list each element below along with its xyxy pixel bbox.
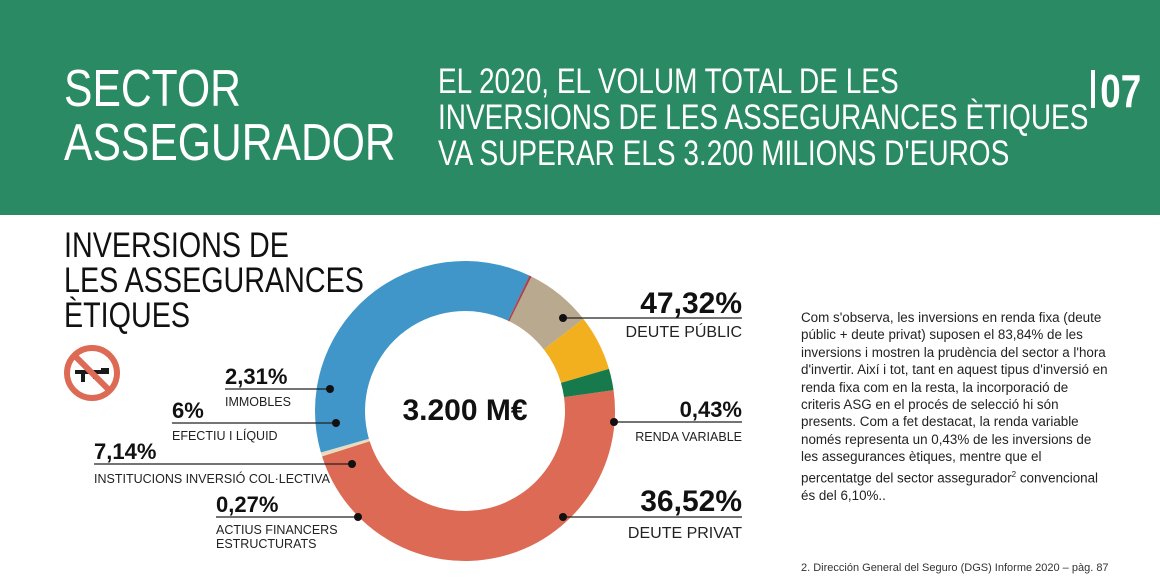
chart-title-line2: LES ASSEGURANCES: [64, 261, 364, 300]
headline: EL 2020, EL VOLUM TOTAL DE LES INVERSION…: [438, 64, 1088, 172]
headline-line3: VA SUPERAR ELS 3.200 MILIONS D'EUROS: [438, 134, 1010, 173]
category-label-4: INSTITUCIONS INVERSIÓ COL·LECTIVA: [94, 471, 331, 486]
value-label-1: 0,43%: [680, 397, 742, 422]
donut-slice-5: [543, 318, 609, 383]
section-title: SECTOR ASSEGURADOR: [64, 62, 396, 170]
headline-line2: INVERSIONS DE LES ASSEGURANCES ÈTIQUES: [438, 98, 1089, 137]
leader-dot-3: [354, 513, 362, 521]
donut-slice-0: [322, 390, 615, 561]
value-label-6: 2,31%: [225, 364, 287, 389]
value-label-4: 7,14%: [94, 439, 156, 464]
leader-dot-4: [348, 460, 356, 468]
header-banner: SECTOR ASSEGURADOR EL 2020, EL VOLUM TOT…: [0, 0, 1160, 215]
headline-line1: EL 2020, EL VOLUM TOTAL DE LES: [438, 62, 899, 101]
donut-slice-3: [507, 275, 532, 322]
value-label-3: 0,27%: [216, 492, 278, 517]
donut-slice-1: [320, 438, 370, 457]
category-label-6: IMMOBLES: [225, 395, 291, 409]
category-label-2: DEUTE PRIVAT: [628, 525, 742, 542]
page-number-value: 07: [1100, 65, 1142, 117]
value-label-0: 47,32%: [640, 287, 742, 320]
chart-title-line1: INVERSIONS DE: [64, 226, 289, 265]
donut-slice-2: [315, 261, 530, 453]
leader-dot-1: [610, 418, 618, 426]
chart-title-line3: ÈTIQUES: [64, 296, 190, 335]
section-title-line1: SECTOR: [64, 60, 241, 118]
donut-slice-4: [509, 276, 584, 350]
leader-dot-2: [559, 513, 567, 521]
category-label-3-line2: ESTRUCTURATS: [216, 537, 316, 551]
leader-dot-6: [326, 385, 334, 393]
leader-dot-5: [332, 419, 340, 427]
no-weapons-icon: [64, 345, 120, 401]
category-label-0: DEUTE PÚBLIC: [626, 322, 742, 341]
value-label-2: 36,52%: [640, 485, 742, 518]
body-paragraph-end: convencional és del 6,10%..: [801, 470, 1099, 503]
category-label-3-line1: ACTIUS FINANCERS: [216, 523, 338, 537]
page-number-divider: [1091, 70, 1095, 108]
page-number: 07: [1090, 64, 1141, 118]
footnote: 2. Dirección General del Seguro (DGS) In…: [801, 562, 1109, 574]
chart-title: INVERSIONS DE LES ASSEGURANCES ÈTIQUES: [64, 228, 364, 333]
body-paragraph: Com s'observa, les inversions en renda f…: [801, 309, 1111, 504]
section-title-line2: ASSEGURADOR: [64, 114, 396, 172]
footnote-ref: 2: [1011, 469, 1017, 479]
body-paragraph-text: Com s'observa, les inversions en renda f…: [801, 310, 1108, 486]
center-label: 3.200 M€: [402, 394, 527, 427]
donut-slice-6: [560, 368, 614, 398]
value-label-5: 6%: [172, 398, 204, 423]
donut-chart: 3.200 M€ 47,32% DEUTE PÚBLIC 0,43% RENDA VA…: [94, 261, 742, 561]
category-label-1: RENDA VARIABLE: [635, 430, 742, 444]
category-label-5: EFECTIU I LÍQUID: [172, 428, 278, 443]
leader-dot-0: [559, 314, 567, 322]
